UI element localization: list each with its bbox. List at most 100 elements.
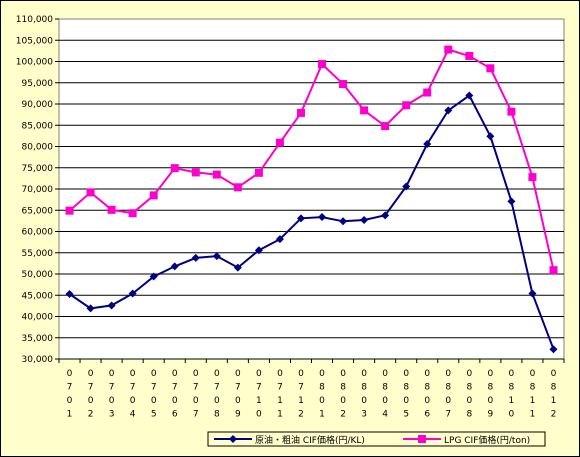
data-point-square — [275, 138, 284, 147]
x-tick-char: 0 — [172, 396, 178, 406]
x-tick-char: 0 — [151, 396, 157, 406]
legend-box — [207, 431, 546, 447]
x-tick-label: 0 8 1 1 — [530, 369, 536, 420]
x-tick-char: 0 — [445, 396, 451, 406]
data-point-diamond — [402, 182, 411, 191]
x-tick-char: 0 — [277, 369, 283, 379]
series-layer — [65, 45, 558, 354]
data-point-square — [191, 168, 200, 177]
x-tick-char: 7 — [235, 383, 241, 393]
x-tick-char: 0 — [109, 369, 115, 379]
x-tick-char: 7 — [256, 383, 262, 393]
data-point-diamond — [318, 213, 327, 222]
x-tick-label: 0 7 1 1 — [277, 369, 283, 420]
legend-label-crude: 原油・粗油 CIF価格(円/KL) — [255, 434, 365, 446]
x-tick-char: 0 — [151, 369, 157, 379]
x-tick-char: 1 — [319, 410, 325, 420]
data-point-diamond — [507, 197, 516, 206]
x-tick-label: 0 7 0 4 — [130, 369, 136, 420]
x-tick-char: 2 — [340, 410, 346, 420]
data-point-diamond — [86, 304, 95, 313]
x-tick-char: 0 — [382, 369, 388, 379]
x-tick-char: 0 — [466, 369, 472, 379]
x-tick-label: 0 8 1 2 — [551, 369, 557, 420]
data-point-square — [402, 101, 411, 110]
x-tick-char: 0 — [67, 396, 73, 406]
y-tick-label: 40,000 — [22, 313, 54, 323]
x-tick-char: 5 — [151, 410, 157, 420]
data-point-square — [381, 122, 390, 131]
x-tick-char: 7 — [193, 383, 199, 393]
x-tick-char: 0 — [319, 369, 325, 379]
x-tick-char: 0 — [130, 396, 136, 406]
data-point-diamond — [191, 253, 200, 262]
y-tick-label: 35,000 — [22, 334, 54, 344]
data-point-diamond — [549, 345, 558, 354]
data-point-diamond — [339, 217, 348, 226]
x-tick-char: 7 — [172, 383, 178, 393]
x-tick-label: 0 7 0 5 — [151, 369, 157, 420]
x-tick-char: 5 — [403, 410, 409, 420]
x-tick-label: 0 7 0 9 — [235, 369, 241, 420]
gridlines — [59, 39, 564, 339]
x-tick-char: 8 — [340, 383, 346, 393]
x-tick-char: 0 — [382, 396, 388, 406]
x-tick-char: 0 — [340, 369, 346, 379]
data-point-diamond — [423, 139, 432, 148]
x-tick-char: 3 — [361, 410, 367, 420]
x-tick-label: 0 7 0 8 — [214, 369, 220, 420]
y-tick-label: 45,000 — [22, 291, 54, 301]
x-tick-char: 8 — [551, 383, 557, 393]
x-tick-char: 7 — [151, 383, 157, 393]
x-tick-label: 0 8 0 9 — [487, 369, 493, 420]
x-tick-char: 0 — [235, 369, 241, 379]
x-tick-label: 0 8 1 0 — [509, 369, 515, 420]
data-point-diamond — [170, 262, 179, 271]
x-tick-char: 0 — [445, 369, 451, 379]
data-point-diamond — [360, 216, 369, 225]
data-point-diamond — [212, 252, 221, 261]
x-axis: 0701070207030704070507060707070807090710… — [58, 358, 565, 420]
x-tick-char: 7 — [193, 410, 199, 420]
data-point-diamond — [528, 289, 537, 298]
series-line-0 — [68, 94, 555, 350]
data-point-square — [528, 173, 537, 182]
data-point-square — [423, 88, 432, 97]
data-point-diamond — [296, 214, 305, 223]
x-tick-label: 0 8 0 2 — [340, 369, 346, 420]
x-tick-char: 7 — [109, 383, 115, 393]
x-tick-label: 0 8 0 1 — [319, 369, 325, 420]
y-tick-label: 85,000 — [22, 121, 54, 131]
data-point-square — [212, 170, 221, 179]
y-tick-label: 75,000 — [22, 164, 54, 174]
x-tick-char: 0 — [487, 396, 493, 406]
x-tick-label: 0 8 0 8 — [466, 369, 472, 420]
x-tick-char: 0 — [256, 369, 262, 379]
x-tick-char: 9 — [235, 410, 241, 420]
data-point-diamond — [107, 301, 116, 310]
data-point-square — [360, 106, 369, 115]
data-point-diamond — [465, 91, 474, 100]
x-tick-char: 8 — [424, 383, 430, 393]
x-tick-char: 0 — [424, 369, 430, 379]
x-tick-char: 8 — [509, 383, 515, 393]
x-tick-char: 8 — [466, 383, 472, 393]
y-tick-label: 55,000 — [22, 249, 54, 259]
x-tick-char: 0 — [530, 369, 536, 379]
x-tick-char: 8 — [382, 383, 388, 393]
x-tick-label: 0 7 0 7 — [193, 369, 199, 420]
x-tick-label: 0 7 0 1 — [67, 369, 73, 420]
x-tick-char: 0 — [361, 396, 367, 406]
legend-label-lpg: LPG CIF価格(円/ton) — [444, 434, 530, 446]
y-tick-label: 60,000 — [22, 228, 54, 238]
x-tick-label: 0 7 0 6 — [172, 369, 178, 420]
data-point-square — [318, 60, 327, 69]
x-tick-char: 0 — [88, 396, 94, 406]
x-tick-char: 0 — [551, 369, 557, 379]
x-tick-char: 0 — [487, 369, 493, 379]
x-tick-label: 0 8 0 4 — [382, 369, 388, 420]
x-tick-char: 1 — [67, 410, 73, 420]
x-tick-char: 0 — [214, 396, 220, 406]
x-tick-char: 0 — [403, 369, 409, 379]
y-tick-label: 100,000 — [16, 58, 53, 68]
